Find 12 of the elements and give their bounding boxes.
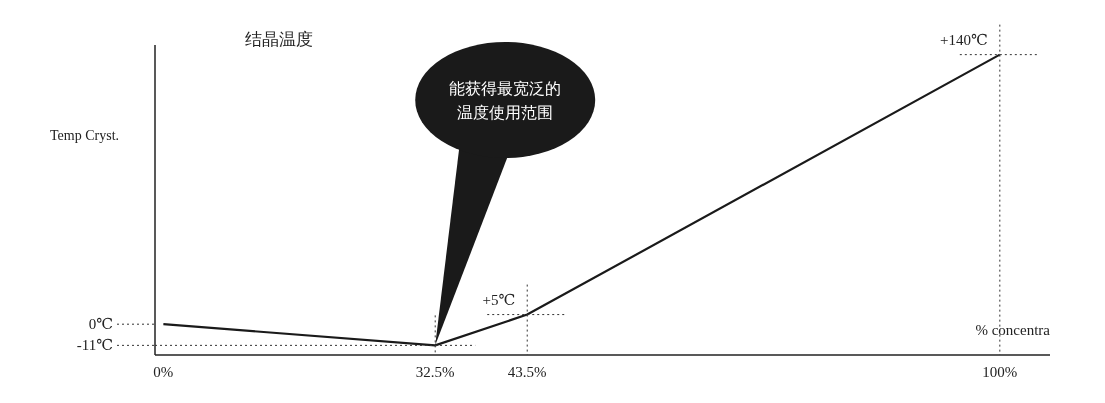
x-tick-label: 43.5%: [507, 364, 547, 380]
y-axis-title: Temp Cryst.: [50, 128, 120, 143]
x-axis-title: % concentra: [975, 322, 1051, 338]
x-tick-label: 0%: [153, 364, 174, 380]
data-label: +5℃: [482, 291, 516, 308]
y-tick-label: -11℃: [76, 337, 113, 354]
x-tick-label: 32.5%: [415, 364, 455, 380]
y-tick-label: 0℃: [88, 316, 113, 333]
data-label: +140℃: [940, 31, 988, 48]
x-tick-label: 100%: [982, 364, 1018, 380]
annotation: 能获得最宽泛的温度使用范围: [449, 80, 562, 121]
chart-title: 结晶温度: [245, 30, 313, 49]
